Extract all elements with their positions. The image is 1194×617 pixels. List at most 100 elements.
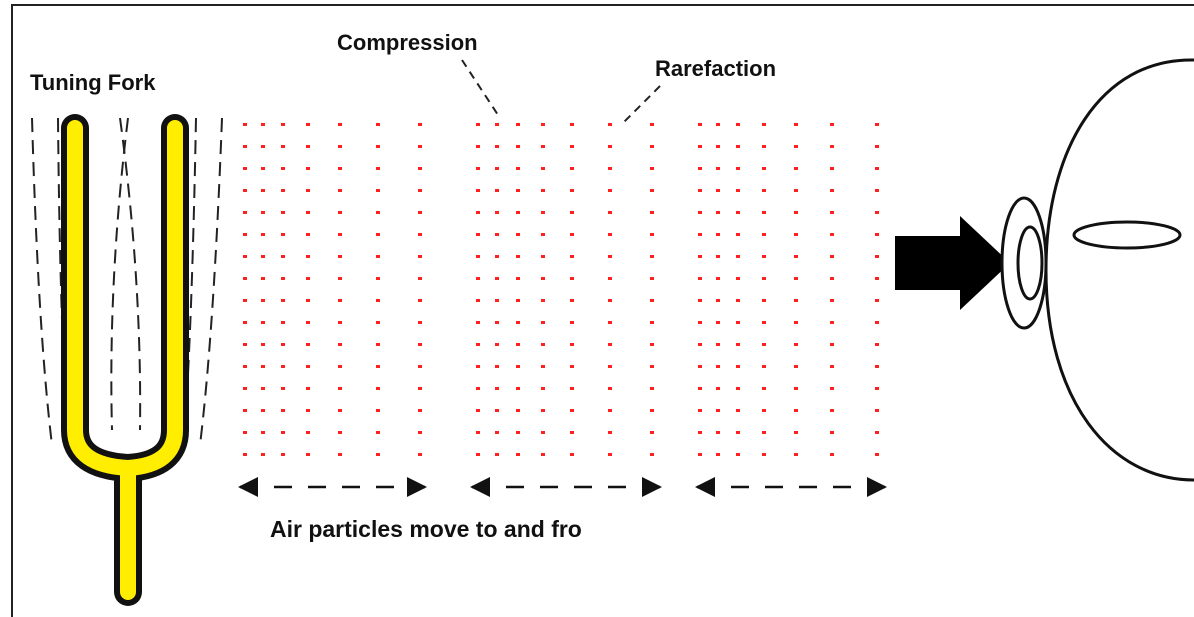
particle — [762, 277, 766, 280]
particle — [418, 343, 422, 346]
particle — [476, 167, 480, 170]
particle — [281, 145, 285, 148]
particle — [650, 343, 654, 346]
particle — [243, 167, 247, 170]
particle — [495, 431, 499, 434]
particle — [716, 343, 720, 346]
particle — [875, 277, 879, 280]
particle — [794, 277, 798, 280]
particle — [376, 123, 380, 126]
particle — [794, 299, 798, 302]
particle — [794, 123, 798, 126]
particle — [243, 365, 247, 368]
particle — [516, 255, 520, 258]
particle — [541, 343, 545, 346]
particle — [830, 387, 834, 390]
particle — [476, 453, 480, 456]
particle — [716, 321, 720, 324]
particle — [875, 409, 879, 412]
particle — [608, 321, 612, 324]
particle — [306, 123, 310, 126]
particle — [608, 365, 612, 368]
particle — [650, 123, 654, 126]
particle — [418, 145, 422, 148]
diagram: Tuning Fork Compression Rarefaction Air … — [0, 0, 1194, 617]
particle — [418, 211, 422, 214]
particle — [418, 189, 422, 192]
particle — [243, 453, 247, 456]
particle — [875, 233, 879, 236]
particle — [306, 211, 310, 214]
particle — [830, 321, 834, 324]
particle — [698, 167, 702, 170]
particle — [476, 409, 480, 412]
particle — [762, 189, 766, 192]
particle — [698, 123, 702, 126]
particle — [875, 123, 879, 126]
particle — [495, 387, 499, 390]
page: Tuning Fork Compression Rarefaction Air … — [0, 0, 1194, 617]
particle — [261, 189, 265, 192]
particle — [281, 167, 285, 170]
particle — [875, 431, 879, 434]
particle — [736, 123, 740, 126]
particle — [281, 409, 285, 412]
particle — [476, 431, 480, 434]
particle — [650, 211, 654, 214]
particle — [830, 123, 834, 126]
particle — [418, 409, 422, 412]
particle — [716, 211, 720, 214]
particle — [243, 145, 247, 148]
particle — [570, 321, 574, 324]
particle — [794, 431, 798, 434]
particle — [541, 321, 545, 324]
particle — [376, 233, 380, 236]
particle — [476, 255, 480, 258]
particle — [281, 277, 285, 280]
particle — [281, 123, 285, 126]
particle — [830, 167, 834, 170]
particle — [875, 189, 879, 192]
particle — [875, 145, 879, 148]
particle — [376, 145, 380, 148]
particle — [736, 431, 740, 434]
particle — [516, 343, 520, 346]
particle — [306, 343, 310, 346]
particle — [495, 189, 499, 192]
particle — [306, 299, 310, 302]
particle — [338, 233, 342, 236]
particle — [716, 453, 720, 456]
particle — [338, 277, 342, 280]
particle — [830, 343, 834, 346]
particle — [516, 387, 520, 390]
particle — [541, 167, 545, 170]
particle — [541, 453, 545, 456]
particle — [608, 453, 612, 456]
particle — [495, 211, 499, 214]
particle — [306, 453, 310, 456]
particle — [570, 167, 574, 170]
particle — [418, 321, 422, 324]
particle — [338, 409, 342, 412]
particle — [736, 255, 740, 258]
particle — [608, 387, 612, 390]
particle — [476, 277, 480, 280]
particle — [261, 255, 265, 258]
particle — [698, 189, 702, 192]
particle — [830, 211, 834, 214]
particle — [281, 453, 285, 456]
particle — [476, 387, 480, 390]
particle — [376, 365, 380, 368]
particle — [570, 409, 574, 412]
particle — [516, 409, 520, 412]
particle — [650, 409, 654, 412]
particle — [794, 255, 798, 258]
particle — [830, 409, 834, 412]
particle — [306, 167, 310, 170]
particle — [830, 255, 834, 258]
particle — [608, 431, 612, 434]
particle — [516, 431, 520, 434]
particle — [570, 431, 574, 434]
particle — [418, 277, 422, 280]
particle — [716, 189, 720, 192]
